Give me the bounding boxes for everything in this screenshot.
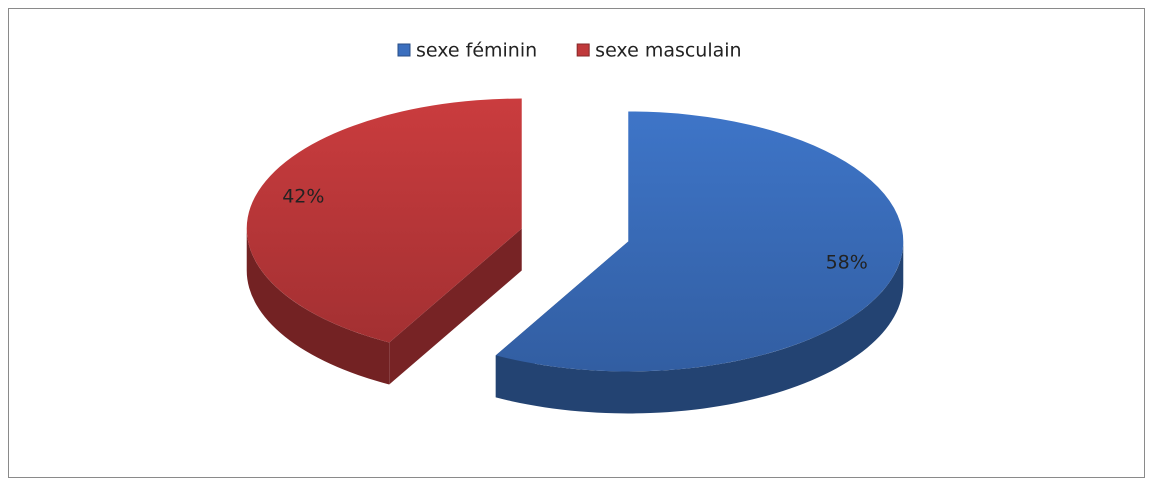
legend-label: sexe masculain — [595, 40, 741, 62]
legend-swatch — [397, 43, 411, 57]
slice-wall — [495, 241, 904, 414]
slice-face — [389, 228, 522, 385]
legend-swatch — [576, 43, 590, 57]
legend-label: sexe féminin — [416, 40, 537, 62]
data-label: 42% — [282, 186, 324, 208]
slice-wall — [246, 228, 390, 385]
slice — [246, 98, 522, 343]
data-label: 58% — [826, 251, 868, 273]
slice — [495, 111, 904, 372]
